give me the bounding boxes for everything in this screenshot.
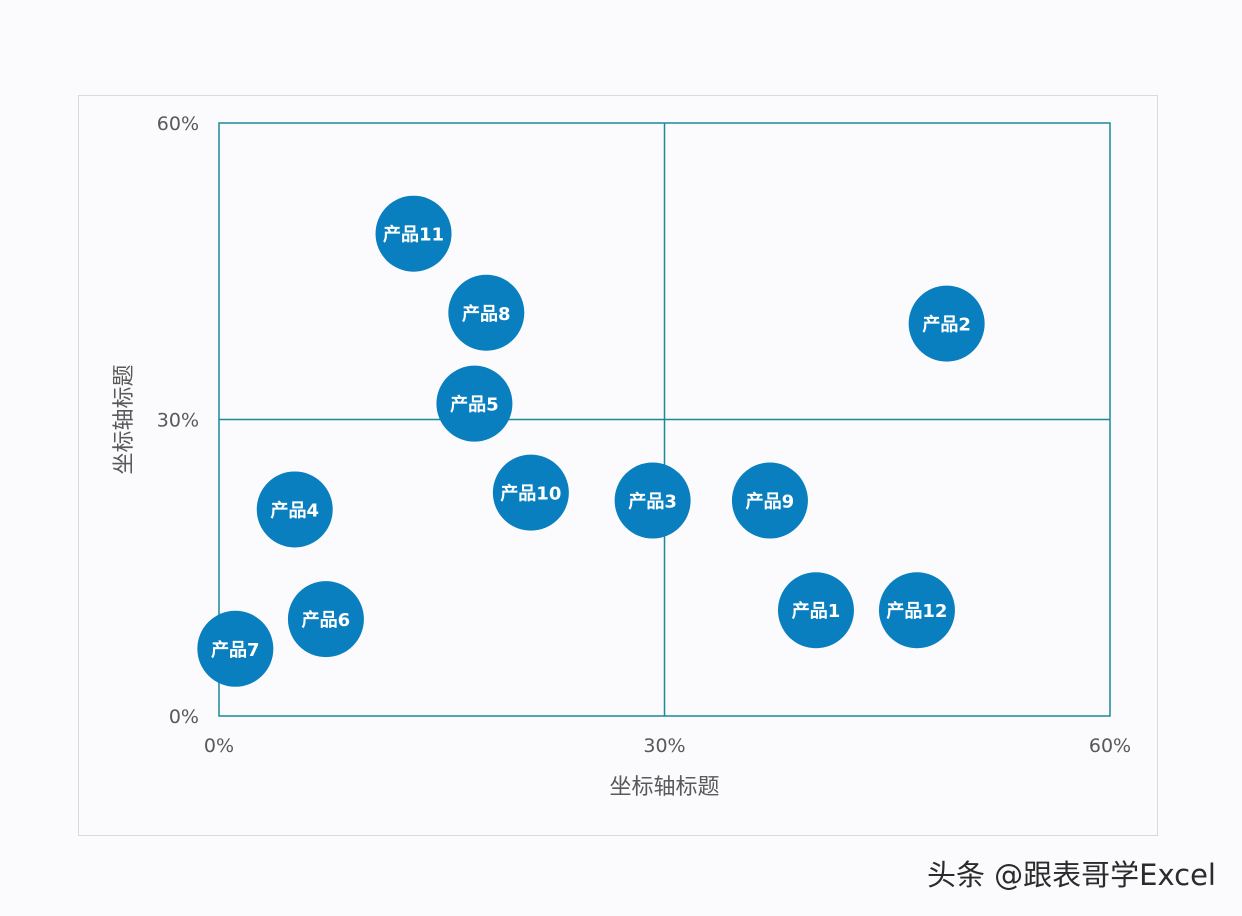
bubble-marker xyxy=(256,471,333,548)
data-label: 产品9 xyxy=(746,491,795,513)
y-axis-title: 坐标轴标题 xyxy=(112,364,137,474)
bubble-chart: 0% 30% 60%0%30%60% 产品1产品2产品3产品4产品5产品6产品7产品… xyxy=(112,113,1131,800)
bubble-point: 产品11 xyxy=(375,195,452,272)
bubble-point: 产品7 xyxy=(197,610,274,687)
bubble-marker xyxy=(436,365,513,442)
data-label: 产品1 xyxy=(792,600,841,622)
tick-labels: 0% 30% 60% 0% 30% 60% xyxy=(157,113,1131,757)
bubble-series: 产品1 产品2 产品3 产品4 产品5 产品6 产品7 产品8 产品9 产品10 产品11 产品12 xyxy=(197,195,985,687)
bubble-marker xyxy=(375,195,452,272)
data-label: 产品5 xyxy=(450,394,499,416)
bubble-marker xyxy=(448,274,525,351)
x-tick-label: 30% xyxy=(643,735,685,757)
x-tick-label: 0% xyxy=(204,735,234,757)
bubble-point: 产品1 xyxy=(777,572,854,649)
bubble-point: 产品10 xyxy=(492,454,569,531)
bubble-point: 产品8 xyxy=(448,274,525,351)
bubble-point: 产品3 xyxy=(614,462,691,539)
chart-area: 0% 30% 60% 0% 30% 60% 产品1 产品2 产品3 产品4 产品5 产品6 产品7 产品… xyxy=(78,95,1158,836)
bubble-marker xyxy=(492,454,569,531)
data-label: 产品3 xyxy=(628,491,677,513)
bubble-point: 产品12 xyxy=(878,572,955,649)
x-axis-title: 坐标轴标题 xyxy=(609,775,719,800)
bubble-point: 产品5 xyxy=(436,365,513,442)
bubble-marker xyxy=(777,572,854,649)
bubble-marker xyxy=(908,285,985,362)
bubble-marker xyxy=(197,610,274,687)
bubble-marker xyxy=(287,581,364,658)
x-tick-label: 60% xyxy=(1089,735,1131,757)
data-label: 产品6 xyxy=(302,609,351,631)
watermark: 头条 @跟表哥学Excel xyxy=(926,858,1216,892)
bubble-point: 产品4 xyxy=(256,471,333,548)
y-tick-label: 0% xyxy=(169,706,199,728)
data-label: 产品7 xyxy=(211,639,260,661)
bubble-point: 产品6 xyxy=(287,581,364,658)
bubble-point: 产品9 xyxy=(731,462,808,539)
data-label: 产品8 xyxy=(462,303,511,325)
y-tick-label: 60% xyxy=(157,113,199,135)
data-label: 产品12 xyxy=(886,600,947,622)
y-tick-label: 30% xyxy=(157,410,199,432)
bubble-marker xyxy=(878,572,955,649)
data-label: 产品2 xyxy=(922,314,971,336)
plot-frame xyxy=(218,122,1111,717)
data-label: 产品4 xyxy=(270,499,319,521)
bubble-marker xyxy=(614,462,691,539)
data-label: 产品11 xyxy=(383,224,444,246)
data-label: 产品10 xyxy=(500,483,561,505)
bubble-point: 产品2 xyxy=(908,285,985,362)
bubble-marker xyxy=(731,462,808,539)
